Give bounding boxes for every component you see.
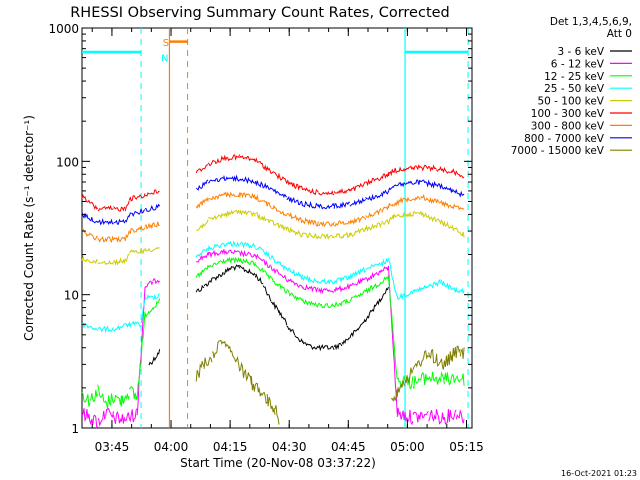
x-axis-label: Start Time (20-Nov-08 03:37:22) [180, 456, 376, 470]
legend-entry-3: 25 - 50 keV [544, 83, 605, 95]
x-tick-label-4: 04:45 [331, 440, 366, 454]
legend-entry-2: 12 - 25 keV [544, 71, 605, 83]
legend-entry-5: 100 - 300 keV [531, 108, 605, 120]
series-line-1 [81, 249, 465, 429]
annotation-s: S [163, 38, 169, 49]
legend-entry-1: 6 - 12 keV [551, 58, 605, 70]
legend-entry-8: 7000 - 15000 keV [511, 145, 605, 157]
legend-header-1: Att 0 [607, 28, 632, 40]
annotation-n: N [161, 54, 168, 65]
series-line-4 [81, 209, 465, 266]
y-axis-label: Corrected Count Rate (s⁻¹ detector⁻¹) [22, 115, 36, 341]
series-line-5 [81, 154, 465, 212]
chart-title: RHESSI Observing Summary Count Rates, Co… [70, 5, 450, 21]
legend-entry-6: 300 - 800 keV [531, 120, 605, 132]
legend-entry-4: 50 - 100 keV [537, 96, 604, 108]
x-tick-label-6: 05:15 [449, 440, 484, 454]
x-tick-label-1: 04:00 [154, 440, 189, 454]
series-line-8 [195, 339, 465, 425]
x-tick-label-2: 04:15 [213, 440, 248, 454]
axis-layer: 03:45 04:00 04:15 04:30 04:45 05:00 05:15 1 10 10… [48, 22, 483, 454]
y-tick-label-0: 1 [71, 422, 79, 436]
series-line-3 [81, 240, 465, 334]
timestamp-text: 16-Oct-2021 01:23 [561, 469, 637, 478]
annotation-layer: SN [161, 38, 169, 64]
x-tick-label-3: 04:30 [272, 440, 307, 454]
x-tick-label-5: 05:00 [390, 440, 425, 454]
y-tick-label-2: 100 [56, 155, 79, 169]
series-line-7 [81, 174, 465, 226]
y-tick-label-3: 1000 [48, 22, 79, 36]
x-tick-label-0: 03:45 [95, 440, 130, 454]
series-layer [81, 154, 465, 429]
legend-header-0: Det 1,3,4,5,6,9, [550, 16, 632, 28]
series-line-6 [81, 191, 465, 244]
legend-entry-7: 800 - 7000 keV [524, 133, 605, 145]
y-tick-label-1: 10 [64, 289, 79, 303]
plot-frame [81, 27, 473, 429]
legend-entry-0: 3 - 6 keV [557, 46, 604, 58]
series-line-0 [148, 264, 389, 366]
series-line-2 [81, 256, 465, 409]
